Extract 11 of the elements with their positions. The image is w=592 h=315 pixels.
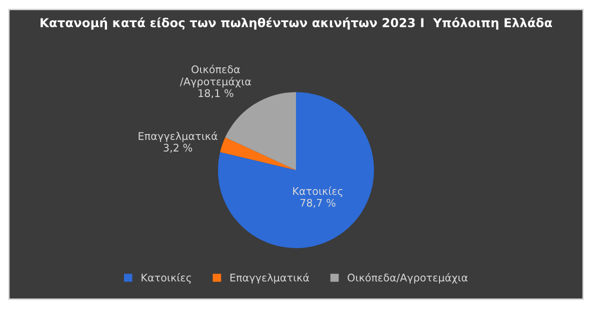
- data-label: 78,7 %: [300, 198, 336, 208]
- legend-label: Οικόπεδα/Αγροτεμάχια: [348, 273, 468, 284]
- slice-label: Οικόπεδα/Αγροτεμάχια: [180, 64, 251, 88]
- data-label: 18,1 %: [198, 89, 234, 98]
- legend-label: Επαγγελματικά: [230, 273, 310, 284]
- slice-label: Επαγγελματικά: [138, 131, 218, 142]
- slice-label: Κατοικίες: [293, 186, 342, 198]
- legend-label: Κατοικίες: [142, 273, 191, 284]
- pie-slice: [220, 137, 296, 170]
- chart-title: Κατανομή κατά είδος των πωληθέντων ακινήτων 2023 Ι Υπόλοιπη Ελλάδα: [40, 17, 552, 30]
- data-label: 3,2 %: [164, 144, 192, 153]
